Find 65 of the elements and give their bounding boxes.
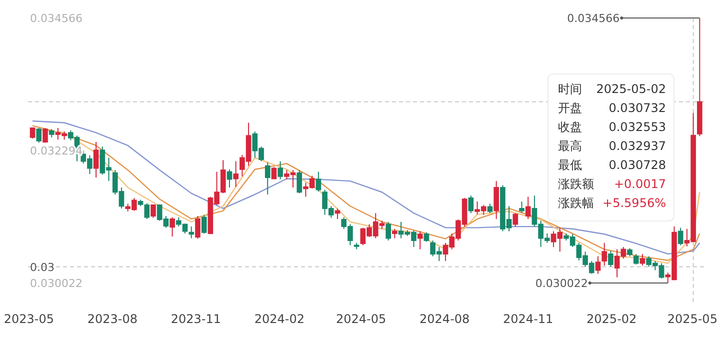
candlestick bbox=[424, 232, 430, 242]
candlestick bbox=[271, 166, 277, 180]
annotation: +5.5956% bbox=[602, 196, 666, 210]
x-tick-label: 2025-02 bbox=[586, 312, 637, 326]
candlestick bbox=[627, 248, 632, 257]
candlestick bbox=[487, 203, 493, 214]
candlestick bbox=[233, 160, 239, 188]
candlestick bbox=[633, 253, 639, 265]
candlestick bbox=[30, 126, 36, 139]
annotation: 开盘 bbox=[558, 101, 582, 115]
annotation: 0.030728 bbox=[608, 158, 666, 172]
candlestick bbox=[640, 253, 646, 266]
candlestick bbox=[696, 18, 702, 137]
x-tick-label: 2023-08 bbox=[87, 312, 138, 326]
annotation: 0.032553 bbox=[608, 120, 666, 134]
candlestick bbox=[93, 141, 99, 178]
candlestick bbox=[608, 250, 614, 268]
candlestick bbox=[201, 214, 207, 234]
x-tick-label: 2025-05 bbox=[667, 312, 718, 326]
x-tick-label: 2023-11 bbox=[170, 312, 221, 326]
candlestick bbox=[386, 221, 391, 242]
candlestick bbox=[170, 216, 175, 237]
x-tick-label: 2024-05 bbox=[336, 312, 386, 326]
annotation: 时间 bbox=[558, 82, 582, 96]
candlestick bbox=[150, 204, 156, 218]
candlestick bbox=[417, 230, 423, 250]
annotation: 0.030732 bbox=[608, 101, 666, 115]
annotation: 最高 bbox=[558, 139, 582, 153]
candlestick bbox=[392, 228, 398, 239]
candlestick bbox=[278, 160, 283, 180]
candlestick bbox=[494, 180, 499, 220]
x-tick-label: 2024-08 bbox=[420, 312, 470, 326]
annotation: 收盘 bbox=[558, 120, 582, 134]
candlestick bbox=[316, 171, 322, 192]
annotation: 涨跌额 bbox=[558, 177, 594, 191]
candlestick bbox=[226, 168, 232, 188]
annotation: 涨跌幅 bbox=[558, 196, 594, 210]
candlestick bbox=[36, 127, 42, 144]
candlestick bbox=[264, 162, 270, 195]
annotation: 0.034566 bbox=[567, 12, 620, 25]
candlestick bbox=[188, 226, 194, 239]
candlestick bbox=[48, 128, 54, 138]
candlestick bbox=[525, 196, 531, 220]
candlestick bbox=[678, 227, 684, 246]
annotation: 0.032937 bbox=[608, 139, 666, 153]
candlestick bbox=[195, 216, 200, 240]
candlestick bbox=[42, 127, 48, 144]
candlestick bbox=[296, 169, 302, 194]
x-tick-label: 2024-11 bbox=[503, 312, 554, 326]
candlestick bbox=[512, 212, 518, 228]
x-tick-label: 2023-05 bbox=[4, 312, 54, 326]
annotation: 2025-05-02 bbox=[596, 82, 666, 96]
y-tick-label: 0.030022 bbox=[30, 277, 82, 290]
annotation: 最低 bbox=[558, 158, 582, 172]
candlestick bbox=[595, 256, 601, 274]
candlestick bbox=[354, 242, 360, 250]
candlestick bbox=[602, 242, 608, 266]
x-tick-label: 2024-02 bbox=[254, 312, 304, 326]
ref-label: 0.03 bbox=[30, 260, 54, 274]
candlestick bbox=[334, 208, 340, 220]
y-tick-label: 0.034566 bbox=[30, 12, 82, 25]
annotation: +0.0017 bbox=[614, 177, 666, 191]
candlestick bbox=[468, 195, 474, 214]
annotation: 0.030022 bbox=[535, 277, 588, 290]
candlestick bbox=[519, 200, 524, 214]
